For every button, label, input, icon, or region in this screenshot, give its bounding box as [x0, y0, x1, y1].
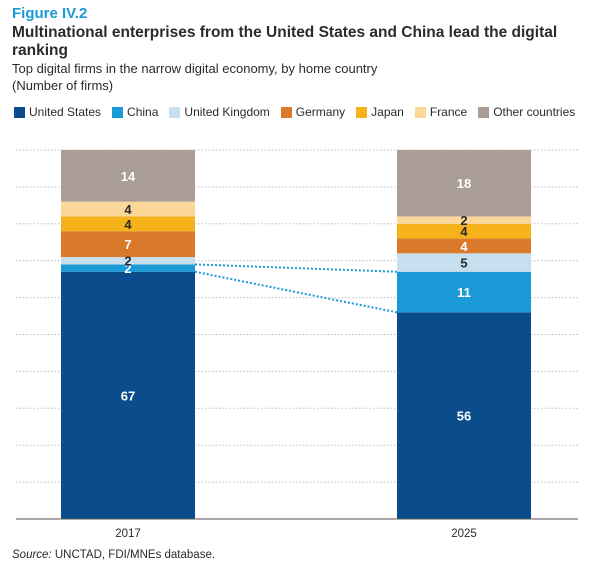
bar-segment-japan-2025 — [397, 223, 531, 239]
legend-label: China — [127, 105, 159, 119]
x-tick-label-2025: 2025 — [451, 528, 477, 540]
data-label-japan-2025: 4 — [460, 224, 468, 239]
bar-segment-other-countries-2017 — [61, 150, 195, 202]
figure-label: Figure IV.2 — [12, 5, 88, 22]
data-label-other-countries-2025: 18 — [457, 176, 471, 191]
data-label-united-states-2025: 56 — [457, 409, 471, 424]
bar-segment-china-2025 — [397, 271, 531, 313]
bar-segment-united-kingdom-2025 — [397, 253, 531, 272]
bar-segment-france-2017 — [61, 201, 195, 217]
source-note: Source: UNCTAD, FDI/MNEs database. — [12, 549, 215, 561]
source-label: Source: — [12, 549, 52, 561]
connector-line-china — [194, 263, 398, 273]
data-label-france-2017: 4 — [124, 202, 132, 217]
legend-swatch — [414, 106, 426, 118]
legend: United States China United Kingdom Germany J… — [14, 105, 575, 119]
data-label-china-2025: 11 — [457, 285, 471, 300]
legend-swatch — [478, 106, 490, 118]
data-label-france-2025: 2 — [460, 213, 467, 228]
legend-label: Other countries — [493, 105, 576, 119]
legend-item-united-states: United States — [14, 105, 101, 119]
legend-swatch — [169, 106, 181, 118]
source-text: UNCTAD, FDI/MNEs database. — [54, 549, 216, 561]
legend-swatch — [280, 106, 292, 118]
legend-item-france: France — [414, 105, 468, 119]
legend-label: United Kingdom — [184, 105, 270, 119]
legend-item-united-kingdom: United Kingdom — [169, 105, 270, 119]
data-label-germany-2017: 7 — [124, 237, 131, 252]
bar-segment-china-2017 — [61, 264, 195, 272]
bar-segment-united-states-2017 — [61, 271, 195, 519]
legend-item-china: China — [112, 105, 158, 119]
data-label-other-countries-2017: 14 — [121, 169, 136, 184]
legend-swatch — [356, 106, 368, 118]
legend-label: United States — [29, 105, 102, 119]
legend-swatch — [112, 106, 124, 118]
data-label-japan-2017: 4 — [124, 217, 132, 232]
data-label-united-states-2017: 67 — [121, 388, 135, 403]
legend-label: Germany — [295, 105, 346, 119]
bar-segment-france-2025 — [397, 216, 531, 224]
bar-segment-japan-2017 — [61, 216, 195, 232]
unit-label: (Number of firms) — [12, 78, 114, 93]
connector-line-united-states — [194, 270, 398, 314]
x-tick-label-2017: 2017 — [115, 528, 141, 540]
data-label-united-kingdom-2025: 5 — [460, 256, 467, 271]
legend-item-japan: Japan — [356, 105, 404, 119]
bar-segment-united-kingdom-2017 — [61, 257, 195, 265]
bar-segment-germany-2025 — [397, 238, 531, 254]
legend-item-other-countries: Other countries — [478, 105, 575, 119]
bar-segment-united-states-2025 — [397, 312, 531, 519]
legend-swatch — [14, 106, 25, 118]
chart-title: Multinational enterprises from the Unite… — [12, 24, 558, 59]
legend-item-germany: Germany — [280, 105, 346, 119]
legend-label: Japan — [371, 105, 404, 119]
chart-subtitle: Top digital firms in the narrow digital … — [12, 61, 378, 76]
data-label-china-2017: 2 — [124, 261, 131, 276]
bar-segment-other-countries-2025 — [397, 150, 531, 217]
bar-segment-germany-2017 — [61, 231, 195, 258]
data-label-united-kingdom-2017: 2 — [124, 254, 131, 269]
legend-label: France — [429, 105, 468, 119]
data-label-germany-2025: 4 — [460, 239, 468, 254]
